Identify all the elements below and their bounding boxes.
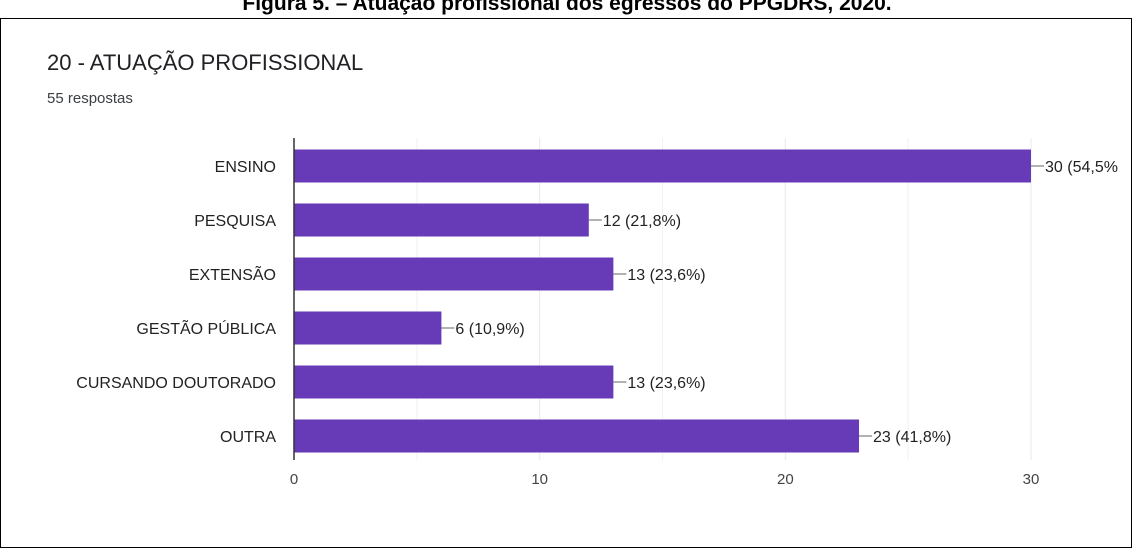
question-title: 20 - ATUAÇÃO PROFISSIONAL [47,50,364,75]
response-count: 55 respostas [47,90,133,107]
category-label: OUTRA [220,429,276,446]
grid-lines [293,138,1032,460]
bar [294,419,860,453]
category-label: GESTÃO PÚBLICA [136,318,276,338]
category-label: CURSANDO DOUTORADO [76,375,276,392]
bar [294,257,614,291]
bars [294,149,1031,453]
data-label: 13 (23,6%) [627,267,705,284]
x-tick-label: 30 [1023,471,1040,488]
category-label: ENSINO [215,159,276,176]
data-label: 13 (23,6%) [627,375,705,392]
bar [294,149,1031,183]
labels: 0 10 20 30 ENSINO 30 (54,5% PESQUISA 12 (21,8%)… [76,138,1118,488]
bar [294,203,589,237]
x-tick-label: 0 [290,471,298,488]
data-label: 23 (41,8%) [873,429,951,446]
figure-caption: Figura 5. – Atuação profissional dos egr… [242,0,892,15]
x-tick-label: 10 [531,471,548,488]
bar [294,311,442,345]
data-label: 12 (21,8%) [603,213,681,230]
bar [294,365,614,399]
category-label: EXTENSÃO [189,264,276,284]
category-label: PESQUISA [194,213,276,230]
x-tick-label: 20 [777,471,794,488]
data-label: 30 (54,5% [1045,159,1118,176]
data-label: 6 (10,9%) [455,321,524,338]
